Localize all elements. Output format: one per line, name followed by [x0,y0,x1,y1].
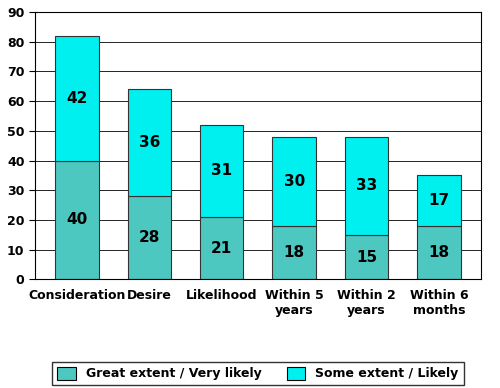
Text: 36: 36 [138,135,160,150]
Text: 31: 31 [211,163,233,178]
Text: 15: 15 [356,249,377,265]
Text: 42: 42 [66,91,88,106]
Text: 40: 40 [66,213,88,227]
Bar [200,125,244,217]
Bar [55,36,98,161]
Text: 17: 17 [428,193,450,208]
Text: 33: 33 [356,178,377,193]
Bar [55,161,98,279]
Bar [345,235,389,279]
Text: 28: 28 [138,230,160,245]
Bar [418,226,461,279]
Text: 18: 18 [428,245,450,260]
Text: 30: 30 [284,174,305,189]
Bar [345,137,389,235]
Bar [418,175,461,226]
Text: 18: 18 [284,245,304,260]
Bar [128,196,171,279]
Bar [128,89,171,196]
Bar [272,137,316,226]
Text: 21: 21 [211,241,233,256]
Bar [272,226,316,279]
Legend: Great extent / Very likely, Some extent / Likely: Great extent / Very likely, Some extent … [52,362,464,385]
Bar [200,217,244,279]
